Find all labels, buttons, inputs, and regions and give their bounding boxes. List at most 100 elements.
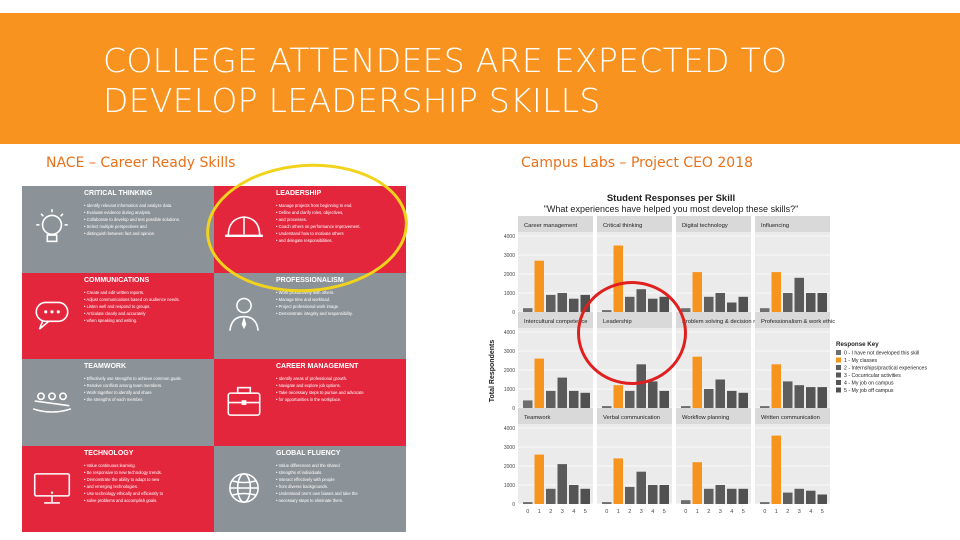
y-tick-label: 4000 [504, 330, 515, 336]
panel-label: Teamwork [524, 415, 551, 421]
bar-leadership-3 [636, 364, 646, 408]
nace-bullet: from diverse backgrounds. [276, 483, 358, 490]
bar-intercultural-competence-2 [546, 390, 556, 408]
nace-tile-bullets: Value differences and the sharedstrength… [276, 462, 358, 504]
x-tick-label: 2 [707, 509, 710, 515]
x-tick-label: 0 [763, 509, 766, 515]
bar-teamwork-3 [557, 464, 567, 504]
nace-bullet: Identify areas of professional growth. [276, 375, 364, 382]
lightbulb-icon [30, 206, 86, 262]
bar-verbal-communication-1 [613, 458, 623, 504]
nace-caption: NACE – Career Ready Skills [46, 155, 236, 171]
panel-strip [676, 312, 751, 328]
nace-bullet: Navigate and explore job options. [276, 382, 364, 389]
panel-strip [676, 408, 751, 424]
bar-workflow-planning-5 [738, 488, 748, 504]
bar-problem-solving-decision-making-4 [727, 390, 737, 408]
panel-label: Digital technology [682, 223, 728, 229]
nace-bullet: Manage projects from beginning to end. [276, 202, 361, 209]
panel-label: Problem solving & decision making [682, 319, 772, 325]
nace-infographic: CRITICAL THINKING Identify relevant infor… [22, 186, 406, 532]
legend-swatch [836, 380, 841, 385]
legend-swatch [836, 372, 841, 378]
panel-label: Professionalism & work ethic [761, 319, 835, 325]
legend-label: 1 - My classes [844, 358, 878, 364]
legend-label: 3 - Cocurricular activities [844, 373, 901, 379]
nace-tile-bullets: Identify relevant information and analyz… [84, 202, 180, 237]
x-tick-label: 4 [572, 509, 575, 515]
nace-bullet: when speaking and writing. [84, 317, 180, 324]
x-tick-label: 3 [561, 509, 564, 515]
bar-workflow-planning-2 [704, 488, 714, 504]
bar-teamwork-4 [569, 485, 579, 504]
chart-title: Student Responses per Skill [607, 193, 735, 204]
bar-influencing-5 [817, 293, 827, 312]
nace-bullet: Listen well and respond to groups. [84, 303, 180, 310]
nace-bullet: Take necessary steps to pursue and advoc… [276, 389, 364, 396]
nace-bullet: Effectively use strengths to achieve com… [84, 375, 182, 382]
bar-career-management-1 [534, 260, 544, 312]
bar-career-management-0 [523, 308, 533, 312]
bar-intercultural-competence-3 [557, 377, 567, 408]
nace-bullet: Be responsive to new technology trends. [84, 469, 163, 476]
x-tick-label: 0 [605, 509, 608, 515]
bar-teamwork-0 [523, 502, 533, 504]
bar-leadership-0 [602, 406, 612, 408]
x-tick-label: 2 [786, 509, 789, 515]
panel-label: Verbal communication [603, 415, 660, 421]
bar-influencing-2 [783, 293, 793, 312]
bar-intercultural-competence-5 [580, 392, 590, 408]
x-tick-label: 3 [719, 509, 722, 515]
bar-digital-technology-3 [715, 293, 725, 312]
legend-swatch [836, 357, 841, 363]
nace-tile-global-fluency: GLOBAL FLUENCY Value differences and the … [214, 445, 406, 532]
bar-professionalism-work-ethic-3 [794, 385, 804, 408]
nace-tile-bullets: Manage projects from beginning to end.De… [276, 202, 361, 244]
bar-verbal-communication-4 [648, 485, 658, 504]
nace-bullet: Understand one's own biases and take the [276, 490, 358, 497]
bar-digital-technology-1 [692, 272, 702, 312]
legend-swatch [836, 365, 841, 370]
y-tick-label: 2000 [504, 464, 515, 470]
computer-icon [30, 466, 86, 522]
panel-strip [518, 408, 593, 424]
nace-bullet: Use technology ethically and efficiently… [84, 490, 164, 497]
bar-written-communication-0 [760, 502, 770, 504]
x-tick-label: 4 [809, 509, 812, 515]
nace-tile-title: GLOBAL FLUENCY [276, 449, 341, 457]
nace-bullet: Select multiple perspectives and [84, 223, 180, 230]
bar-leadership-1 [613, 385, 623, 408]
nace-tile-leadership: LEADERSHIP Manage projects from beginning… [214, 186, 406, 273]
bar-written-communication-3 [794, 488, 804, 504]
legend-label: 0 - I have not developed this skill [844, 351, 919, 357]
bar-workflow-planning-3 [715, 485, 725, 504]
x-tick-label: 5 [821, 509, 824, 515]
bar-professionalism-work-ethic-4 [806, 387, 816, 408]
bar-verbal-communication-0 [602, 502, 612, 504]
panel-plot-bg [755, 424, 830, 504]
globe-icon [222, 466, 278, 522]
panel-label: Critical thinking [603, 223, 642, 229]
x-tick-label: 4 [651, 509, 654, 515]
panel-strip [597, 408, 672, 424]
x-tick-label: 5 [742, 509, 745, 515]
x-tick-label: 4 [730, 509, 733, 515]
x-tick-label: 3 [640, 509, 643, 515]
nace-bullet: for opportunities in the workplace. [276, 396, 364, 403]
bar-verbal-communication-5 [659, 485, 669, 504]
bar-problem-solving-decision-making-3 [715, 379, 725, 408]
bar-digital-technology-0 [681, 308, 691, 312]
nace-tile-bullets: Effectively use strengths to achieve com… [84, 375, 182, 403]
nace-tile-bullets: Create and edit written reports.Adjust c… [84, 289, 180, 324]
bar-influencing-4 [806, 293, 816, 312]
bar-professionalism-work-ethic-2 [783, 381, 793, 408]
nace-tile-critical-thinking: CRITICAL THINKING Identify relevant infor… [22, 186, 214, 273]
nace-bullet: distinguish between fact and opinion. [84, 230, 180, 237]
nace-tile-title: CAREER MANAGEMENT [276, 363, 359, 370]
x-tick-label: 1 [696, 509, 699, 515]
bar-digital-technology-4 [727, 302, 737, 312]
bar-verbal-communication-3 [636, 471, 646, 504]
nace-bullet: Define and clarify roles, objectives, [276, 209, 361, 216]
chart-svg: Student Responses per Skill"What experie… [489, 193, 927, 515]
y-tick-label: 4000 [504, 234, 515, 240]
